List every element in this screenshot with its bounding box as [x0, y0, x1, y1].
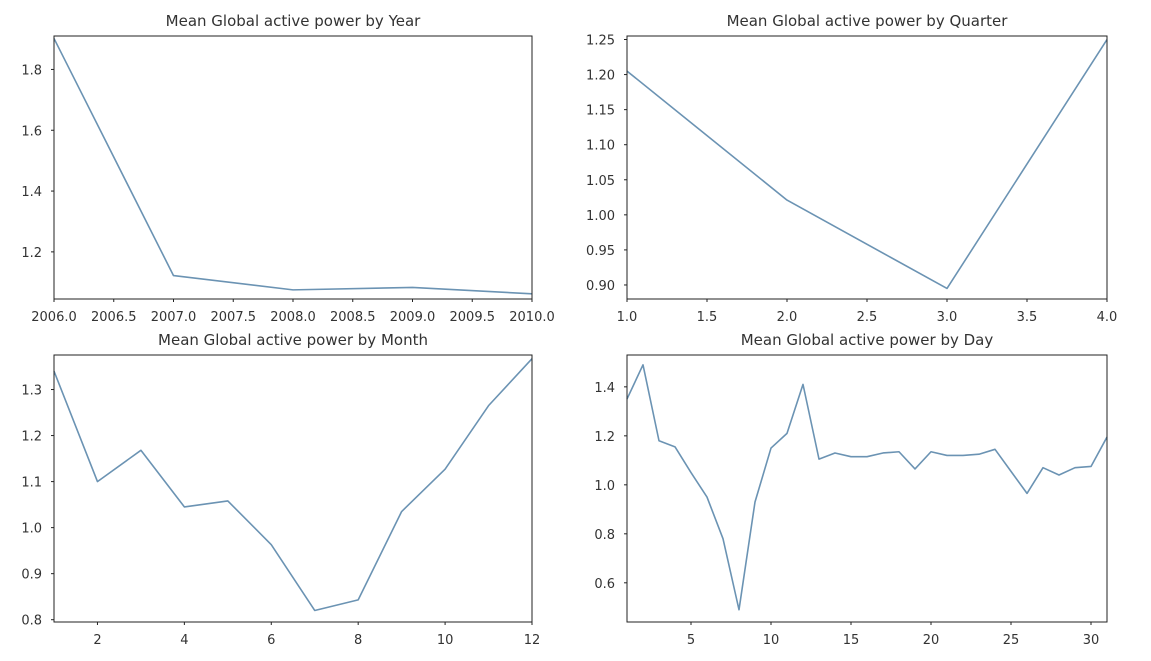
- series-line-1: [626, 363, 1108, 611]
- x-tick-label: 25: [1003, 633, 1020, 648]
- x-tick-label: 2008.0: [270, 310, 316, 325]
- x-tick-label: 5: [687, 633, 695, 648]
- y-tick-label: 0.95: [586, 244, 615, 259]
- y-tick-label: 1.4: [594, 381, 615, 396]
- y-tick-label: 0.90: [586, 279, 615, 294]
- x-tick-label: 12: [524, 633, 541, 648]
- x-tick-label: 15: [843, 633, 860, 648]
- x-tick-label: 2: [93, 633, 101, 648]
- chart-title: Mean Global active power by Month: [158, 331, 428, 349]
- y-tick-label: 1.0: [21, 522, 42, 537]
- x-tick-label: 1.5: [697, 310, 718, 325]
- y-tick-label: 0.9: [21, 568, 42, 583]
- chart-title: Mean Global active power by Year: [166, 12, 422, 30]
- y-tick-label: 1.15: [586, 104, 615, 119]
- series-line-1: [53, 38, 533, 295]
- x-tick-label: 2007.0: [151, 310, 197, 325]
- x-tick-label: 2007.5: [211, 310, 257, 325]
- x-tick-label: 2006.0: [31, 310, 77, 325]
- chart-panel-4: Mean Global active power by Day 5 10 15 20 25…: [594, 331, 1108, 648]
- chart-title: Mean Global active power by Day: [741, 331, 994, 349]
- chart-title: Mean Global active power by Quarter: [727, 12, 1009, 30]
- chart-panel-2: Mean Global active power by Quarter 1.0 1.…: [586, 12, 1117, 325]
- x-tick-label: 2009.5: [450, 310, 496, 325]
- plot-frame: [53, 35, 533, 300]
- x-tick-label: 3.0: [937, 310, 958, 325]
- x-tick-label: 1.0: [617, 310, 638, 325]
- x-tick-label: 10: [437, 633, 454, 648]
- y-tick-label: 1.25: [586, 34, 615, 49]
- x-tick-label: 4.0: [1097, 310, 1118, 325]
- y-tick-label: 0.8: [21, 614, 42, 629]
- x-tick-label: 2006.5: [91, 310, 137, 325]
- x-tick-label: 8: [354, 633, 362, 648]
- y-tick-label: 1.6: [21, 124, 42, 139]
- chart-panel-1: Mean Global active power by Year 2006.0 20…: [21, 12, 554, 325]
- x-tick-label: 30: [1083, 633, 1100, 648]
- y-tick-label: 0.8: [594, 528, 615, 543]
- x-tick-label: 2008.5: [330, 310, 376, 325]
- plot-frame: [626, 354, 1108, 623]
- plot-frame: [53, 354, 533, 623]
- y-tick-label: 1.0: [594, 479, 615, 494]
- y-tick-label: 1.2: [594, 430, 615, 445]
- x-tick-label: 20: [923, 633, 940, 648]
- y-tick-label: 1.1: [21, 476, 42, 491]
- series-line-1: [53, 358, 533, 612]
- y-tick-label: 1.2: [21, 246, 42, 261]
- y-tick-label: 1.10: [586, 139, 615, 154]
- x-tick-label: 10: [763, 633, 780, 648]
- x-tick-label: 2009.0: [390, 310, 436, 325]
- x-tick-label: 3.5: [1017, 310, 1038, 325]
- y-tick-label: 1.8: [21, 63, 42, 78]
- x-tick-label: 4: [180, 633, 188, 648]
- chart-panel-3: Mean Global active power by Month 2 4 6 8 10 1…: [21, 331, 540, 648]
- y-tick-label: 1.05: [586, 174, 615, 189]
- x-tick-label: 6: [267, 633, 275, 648]
- y-tick-label: 1.00: [586, 209, 615, 224]
- plot-frame: [626, 35, 1108, 300]
- y-tick-label: 1.2: [21, 430, 42, 445]
- y-tick-label: 1.3: [21, 384, 42, 399]
- y-tick-label: 1.4: [21, 185, 42, 200]
- x-tick-label: 2.0: [777, 310, 798, 325]
- x-tick-label: 2.5: [857, 310, 878, 325]
- y-tick-label: 1.20: [586, 69, 615, 84]
- x-tick-label: 2010.0: [509, 310, 555, 325]
- y-tick-label: 0.6: [594, 577, 615, 592]
- series-line-1: [626, 39, 1108, 290]
